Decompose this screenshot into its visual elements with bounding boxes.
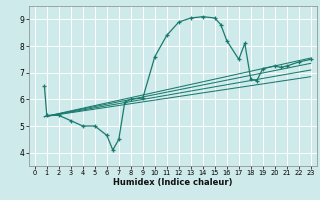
X-axis label: Humidex (Indice chaleur): Humidex (Indice chaleur) — [113, 178, 233, 187]
